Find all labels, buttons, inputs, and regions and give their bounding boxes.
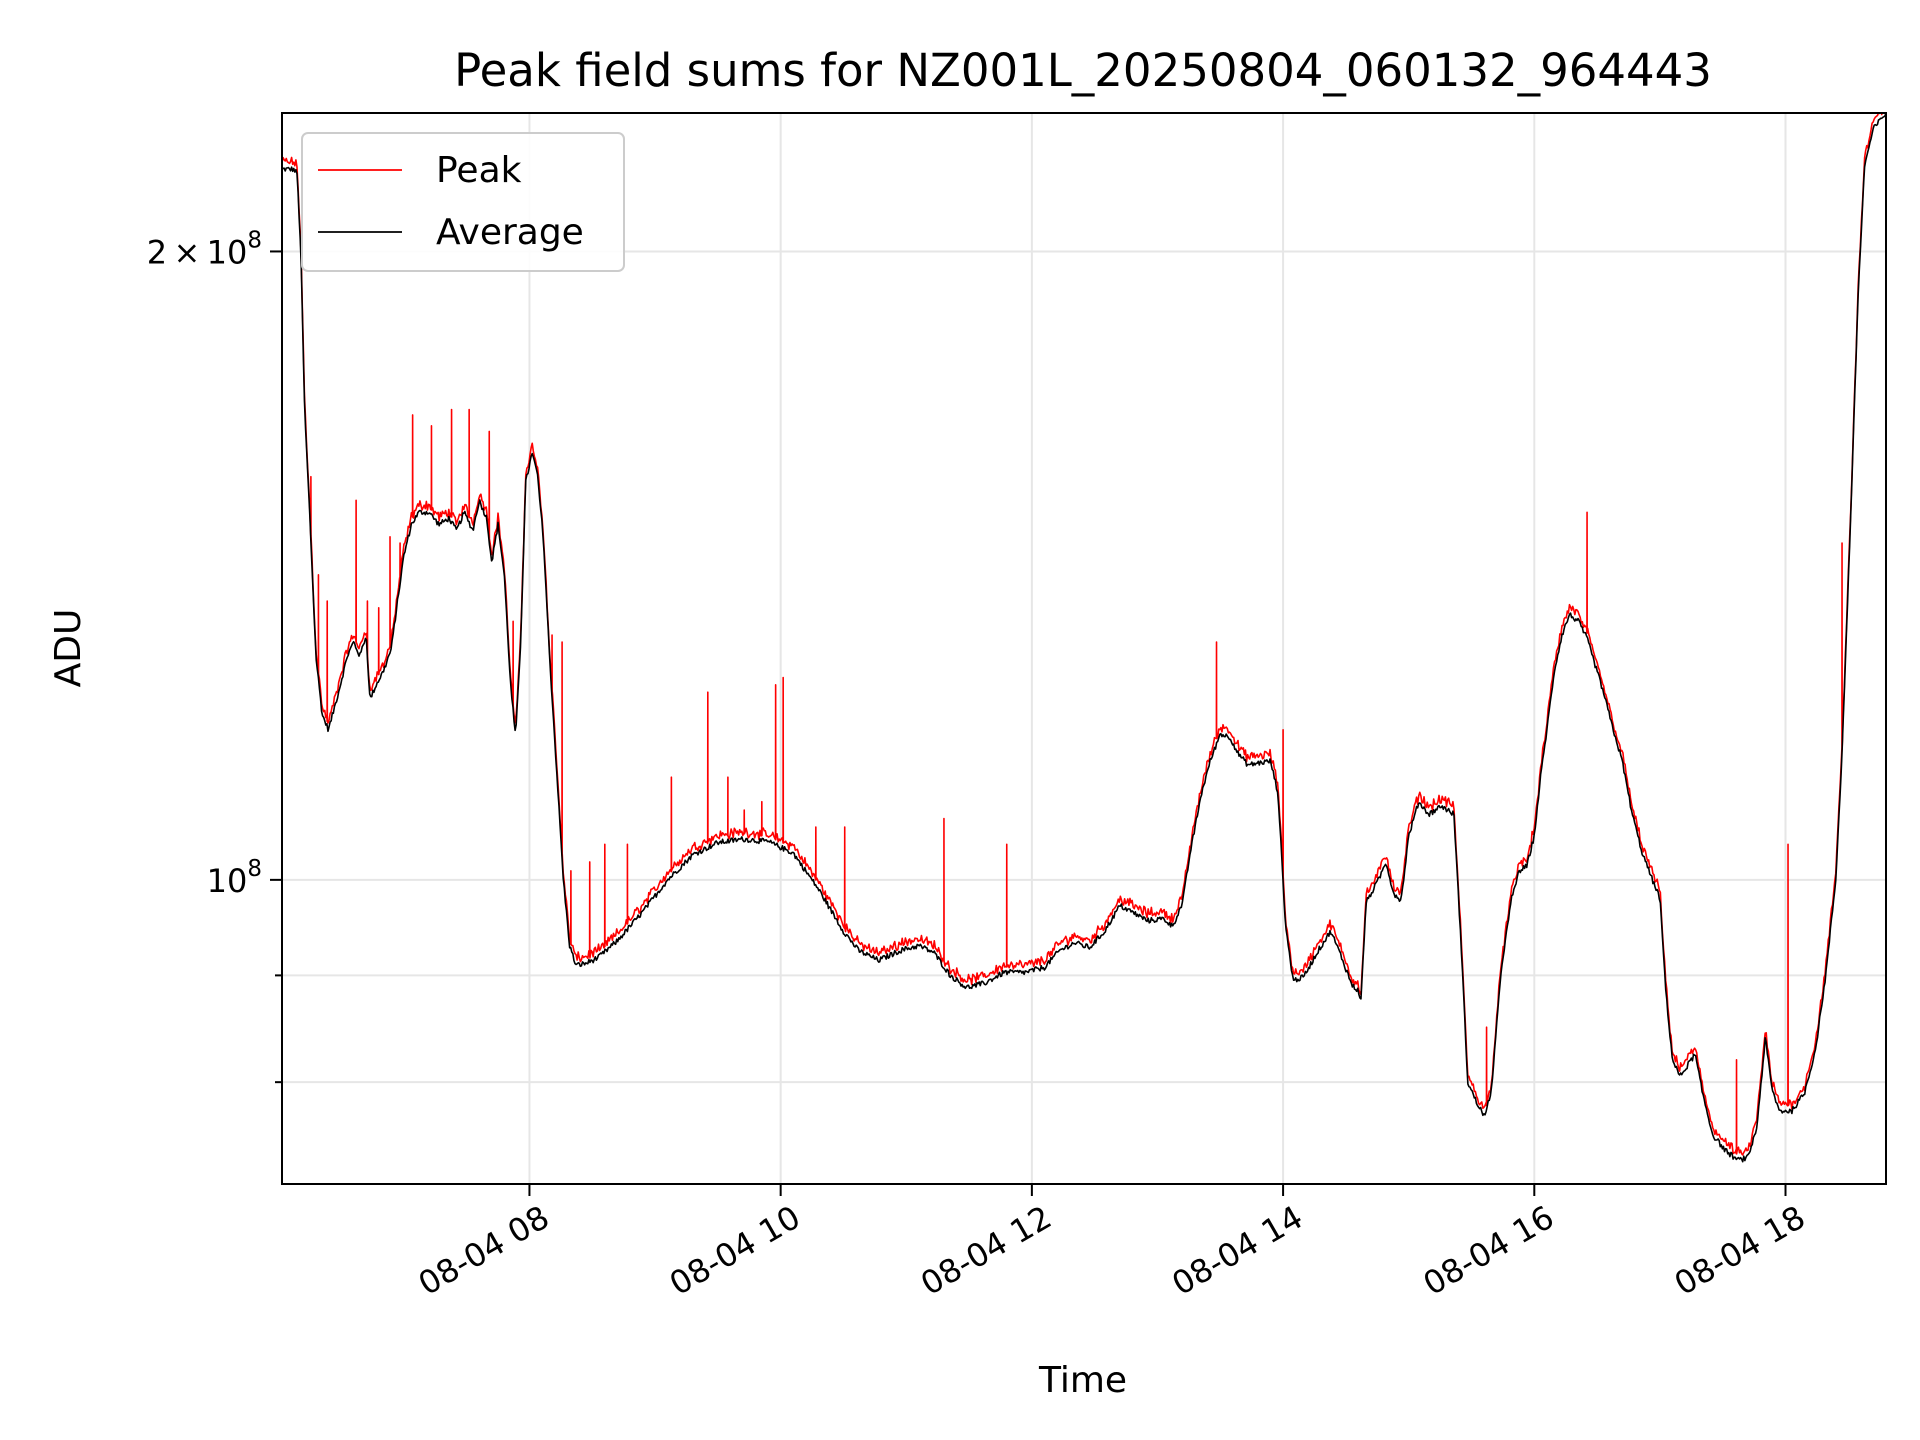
series-line-average	[282, 113, 1886, 1163]
legend-box	[301, 132, 625, 272]
chart-title: Peak field sums for NZ001L_20250804_0601…	[454, 44, 1712, 97]
y-axis-label: ADU	[48, 609, 89, 688]
legend: Peak Average	[301, 132, 625, 272]
x-axis-label: Time	[1038, 1360, 1127, 1401]
y-axis: 108 2 × 108	[147, 227, 282, 1084]
plot-frame	[281, 112, 1887, 1185]
y-tick-label: 108	[207, 856, 262, 900]
gridlines	[282, 113, 1886, 1184]
plot-series	[282, 113, 1886, 1163]
y-tick-label: 2 × 108	[147, 227, 262, 271]
legend-label-average: Average	[436, 212, 584, 253]
legend-label-peak: Peak	[436, 150, 522, 191]
